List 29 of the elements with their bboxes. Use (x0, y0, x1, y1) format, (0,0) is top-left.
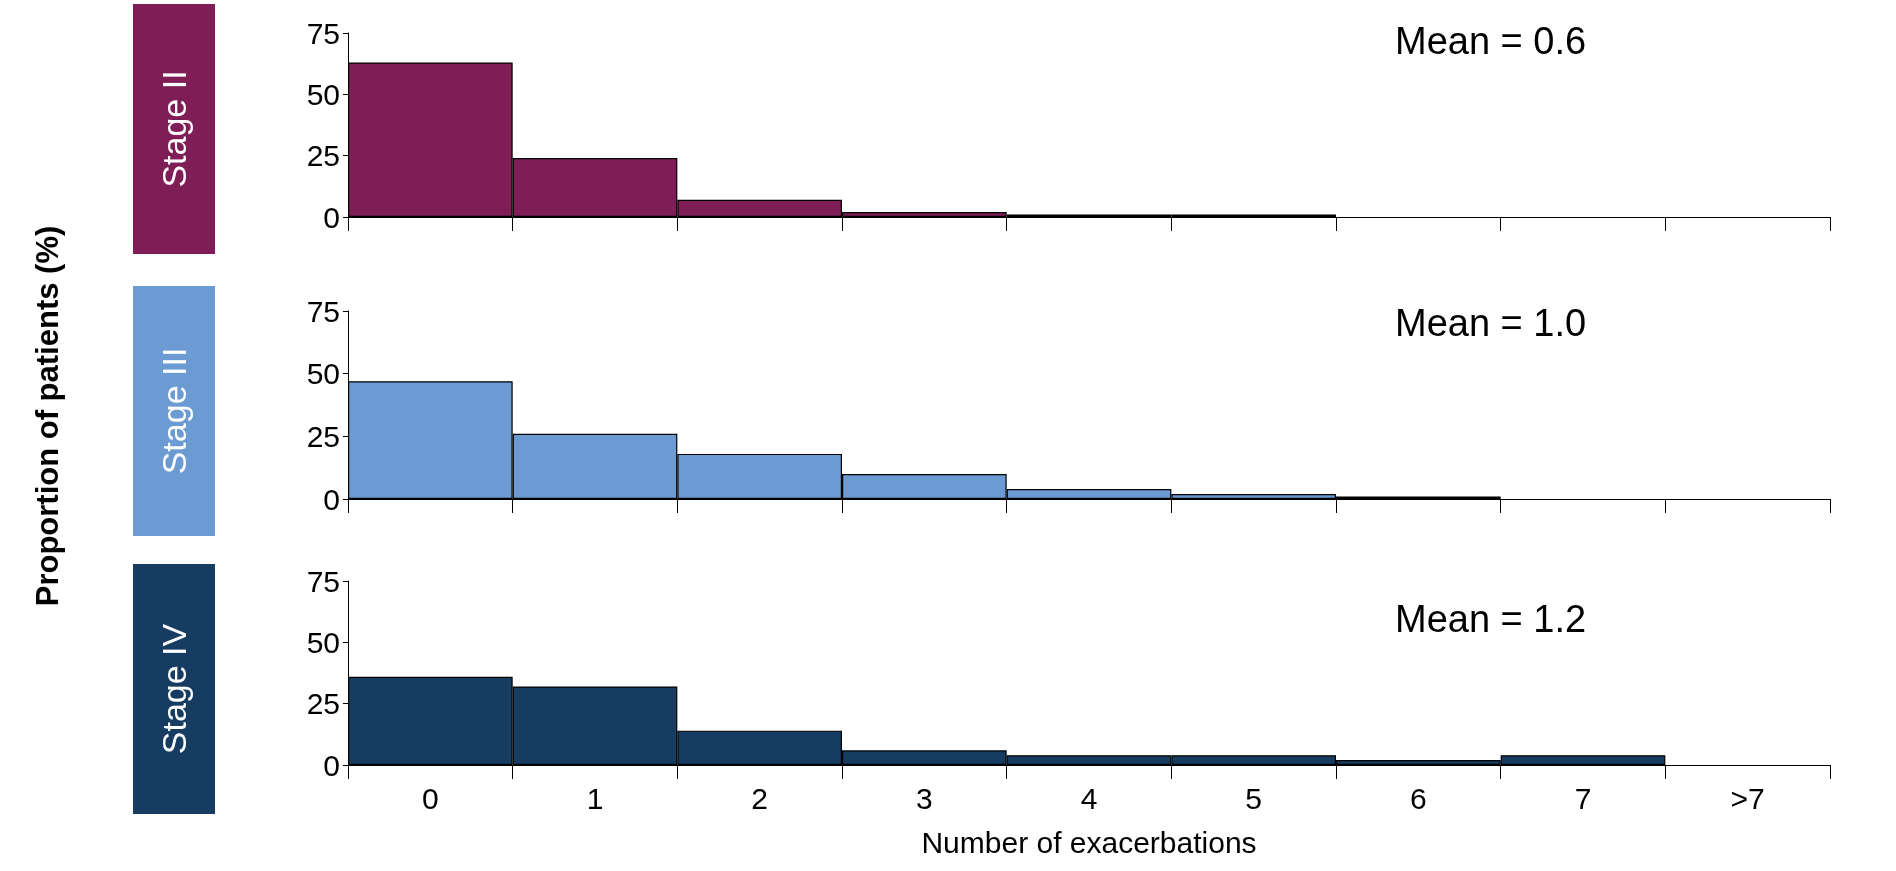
y-tick-label: 25 (306, 687, 340, 721)
annotation: Mean = 1.0 (1395, 302, 1587, 344)
y-tick-label: 75 (306, 564, 340, 598)
y-tick-label: 50 (306, 357, 340, 391)
y-tick-label: 25 (306, 139, 340, 173)
y-tick-label: 75 (306, 16, 340, 50)
x-axis-title: Number of exacerbations (921, 825, 1257, 859)
annotation: Mean = 0.6 (1395, 20, 1587, 62)
x-tick-label: 7 (1574, 781, 1592, 815)
x-tick-label: >7 (1730, 781, 1765, 815)
y-tick-label: 0 (323, 200, 340, 234)
x-tick-label: 1 (586, 781, 604, 815)
y-tick-label: 0 (323, 482, 340, 516)
x-tick-label: 2 (751, 781, 769, 815)
text: Stage IV (155, 623, 193, 755)
text: Stage III (155, 347, 193, 475)
annotation: Mean = 1.2 (1395, 598, 1587, 640)
x-tick-label: 0 (421, 781, 439, 815)
x-tick-label: 3 (915, 781, 933, 815)
y-axis-title: Proportion of patients (%) (30, 225, 66, 607)
y-tick-label: 25 (306, 419, 340, 453)
y-tick-label: 50 (306, 625, 340, 659)
x-tick-label: 5 (1245, 781, 1263, 815)
y-tick-label: 0 (323, 748, 340, 782)
x-tick-label: 6 (1409, 781, 1427, 815)
x-tick-label: 4 (1080, 781, 1098, 815)
text: Stage II (155, 70, 193, 188)
y-tick-label: 75 (306, 294, 340, 328)
y-tick-label: 50 (306, 77, 340, 111)
